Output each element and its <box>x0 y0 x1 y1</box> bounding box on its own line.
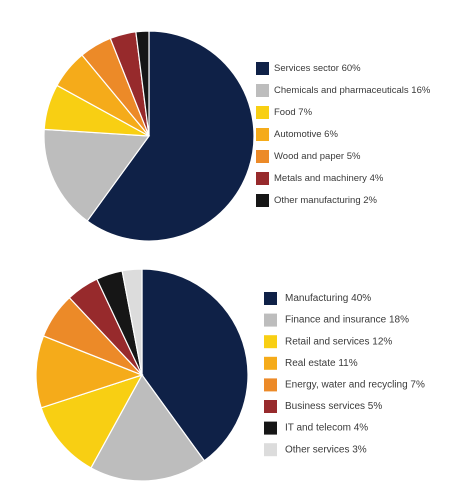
legend-swatch-services-sector-60 <box>256 62 269 75</box>
legend-label-wood-and-paper-5: Wood and paper 5% <box>274 151 361 162</box>
legend-label-manufacturing-40: Manufacturing 40% <box>285 293 371 304</box>
legend-swatch-automotive-6 <box>256 128 269 141</box>
pie-slice-retail-and-services-12 <box>40 373 144 469</box>
pie-slice-services-sector-60 <box>86 30 255 242</box>
legend-label-retail-and-services-12: Retail and services 12% <box>285 336 392 347</box>
legend-label-automotive-6: Automotive 6% <box>274 129 338 140</box>
pie-chart-services <box>35 268 249 482</box>
legend-swatch-it-and-telecom-4 <box>264 421 277 435</box>
legend-swatch-real-estate-11 <box>264 356 277 370</box>
legend-label-other-manufacturing-2: Other manufacturing 2% <box>274 195 378 206</box>
legend-swatch-metals-and-machinery-4 <box>256 172 269 185</box>
legend-label-other-services-3: Other services 3% <box>285 444 367 455</box>
legend-swatch-finance-and-insurance-18 <box>264 313 277 327</box>
pie-slice-manufacturing-40 <box>141 268 249 462</box>
pie-slice-other-services-3 <box>121 268 143 376</box>
legend-label-chemicals-and-pharmaceuticals-16: Chemicals and pharmaceuticals 16% <box>274 85 431 96</box>
legend-label-finance-and-insurance-18: Finance and insurance 18% <box>285 315 409 326</box>
legend-swatch-food-7 <box>256 106 269 119</box>
legend-swatch-wood-and-paper-5 <box>256 150 269 163</box>
pie-slice-chemicals-and-pharmaceuticals-16 <box>43 128 151 222</box>
legend-label-services-sector-60: Services sector 60% <box>274 63 361 74</box>
legend-swatch-other-services-3 <box>264 443 277 457</box>
legend-label-business-services-5: Business services 5% <box>285 401 382 412</box>
legend-label-it-and-telecom-4: IT and telecom 4% <box>285 423 368 434</box>
pie-chart-industry <box>43 30 255 242</box>
legend-swatch-chemicals-and-pharmaceuticals-16 <box>256 84 269 97</box>
legend-label-energy-water-and-recycling-7: Energy, water and recycling 7% <box>285 380 425 391</box>
legend-label-real-estate-11: Real estate 11% <box>285 358 358 369</box>
pie-slice-other-manufacturing-2 <box>135 30 150 137</box>
pie-slice-finance-and-insurance-18 <box>90 373 206 482</box>
legend-swatch-other-manufacturing-2 <box>256 194 269 207</box>
legend-label-metals-and-machinery-4: Metals and machinery 4% <box>274 173 384 184</box>
legend-label-food-7: Food 7% <box>274 107 313 118</box>
legend-swatch-business-services-5 <box>264 400 277 413</box>
pie-slice-real-estate-11 <box>35 335 144 409</box>
legend-swatch-energy-water-and-recycling-7 <box>264 378 277 392</box>
legend-services: Manufacturing 40% Finance and insurance 1… <box>264 292 425 457</box>
legend-swatch-retail-and-services-12 <box>264 335 277 349</box>
legend-swatch-manufacturing-40 <box>264 292 277 305</box>
legend-industry: Services sector 60% Chemicals and pharmac… <box>256 62 431 207</box>
